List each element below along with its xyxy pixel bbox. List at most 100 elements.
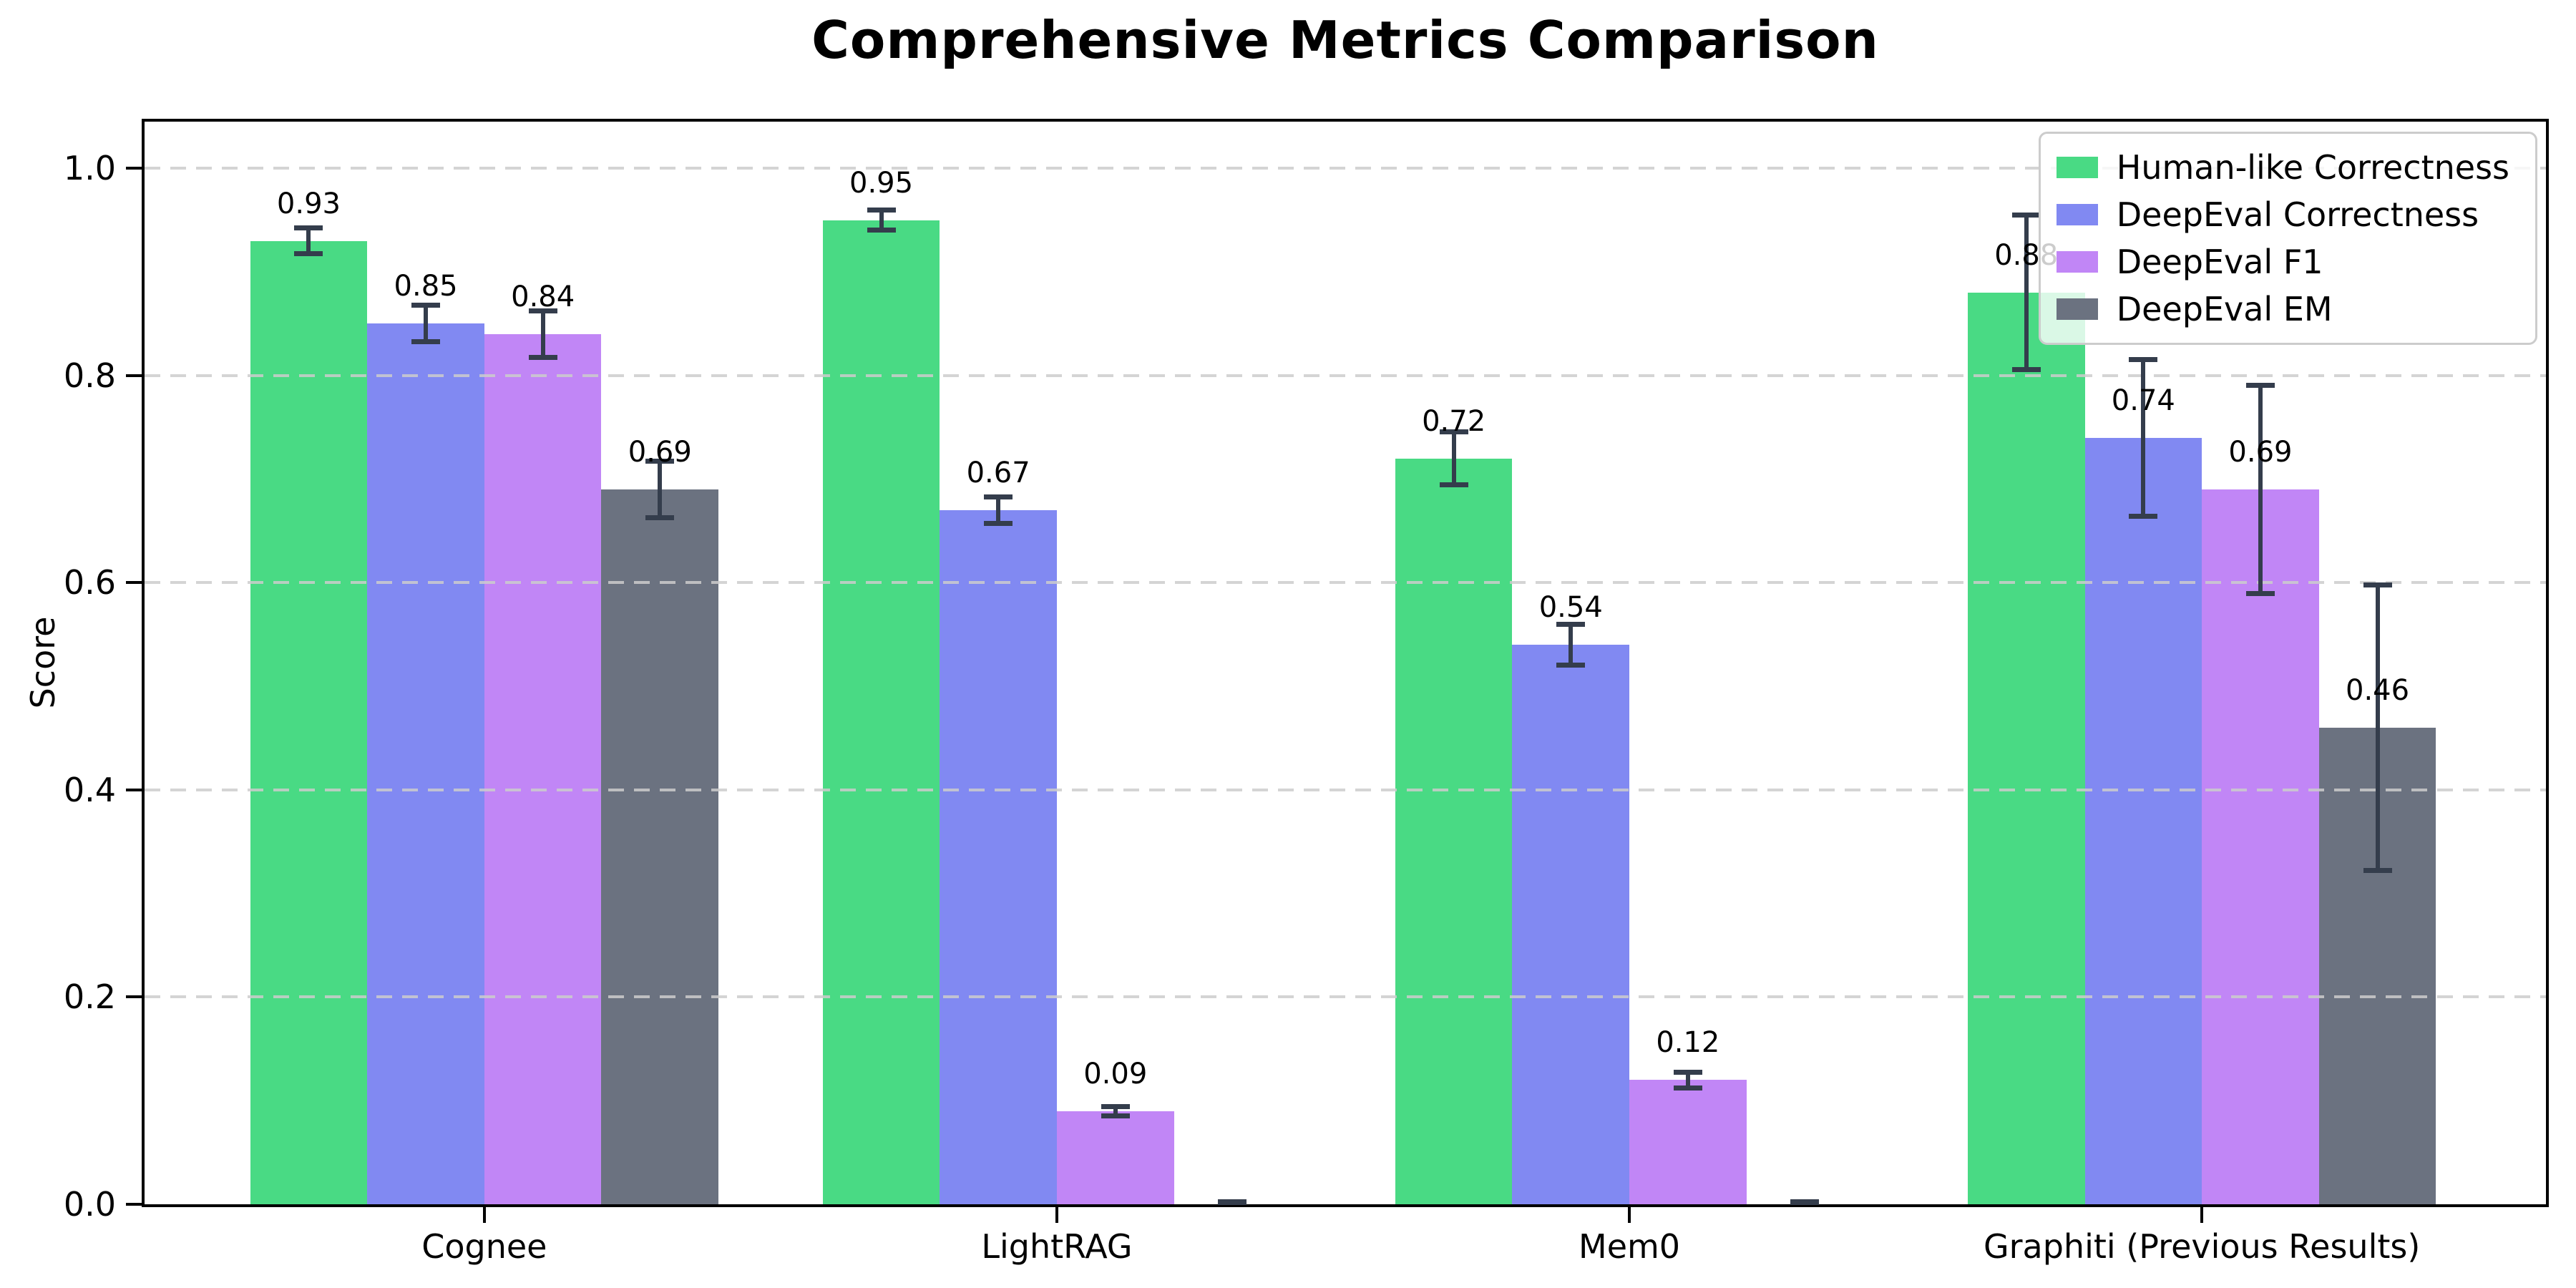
x-tick-mark — [2200, 1207, 2204, 1223]
bar-value-label: 0.85 — [394, 270, 458, 303]
error-bar-line — [540, 308, 545, 361]
error-bar-cap-top — [294, 225, 323, 230]
error-bar — [294, 225, 323, 257]
legend-swatch-icon — [2056, 251, 2098, 273]
error-bar-cap-top — [2245, 382, 2275, 388]
error-bar-cap-bottom — [1673, 1085, 1702, 1091]
y-tick-mark — [126, 995, 142, 999]
bar-value-label: 0.72 — [1422, 404, 1486, 438]
bar-value-label: 0.09 — [1083, 1057, 1148, 1091]
error-bar-line — [658, 458, 663, 521]
error-bar-cap-top — [411, 303, 441, 308]
error-bar-cap-top — [645, 458, 675, 464]
y-tick-label: 0.8 — [63, 356, 116, 395]
bar-human-like-correctness-3 — [1395, 458, 1513, 1204]
error-bar — [411, 303, 441, 345]
error-bar — [1556, 622, 1586, 668]
bar-value-label: 0.95 — [849, 166, 914, 200]
y-tick-label: 1.0 — [63, 149, 116, 188]
error-bar-line — [879, 208, 884, 233]
legend-item-label: Human-like Correctness — [2116, 148, 2509, 187]
bar-deepeval-em-1 — [601, 489, 719, 1204]
bar-value-label: 0.93 — [276, 187, 341, 220]
bar-deepeval-f1-1 — [484, 333, 602, 1204]
y-tick-label: 0.6 — [63, 563, 116, 602]
error-bar — [2363, 582, 2392, 873]
y-tick-mark — [126, 788, 142, 791]
error-bar-cap-bottom — [294, 251, 323, 257]
error-bar-line — [996, 494, 1001, 526]
error-bar-cap-bottom — [984, 520, 1013, 526]
error-bar-cap-top — [1673, 1069, 1702, 1075]
error-bar — [1673, 1069, 1702, 1091]
error-bar-cap-top — [528, 308, 557, 313]
error-bar-cap-top — [1556, 622, 1586, 628]
bar-deepeval-correctness-1 — [367, 323, 484, 1204]
error-bar — [984, 494, 1013, 526]
error-bar — [1439, 429, 1468, 488]
error-bar-cap-bottom — [528, 355, 557, 361]
bar-human-like-correctness-1 — [250, 240, 368, 1204]
chart-title: Comprehensive Metrics Comparison — [811, 10, 1879, 70]
error-bar-cap-bottom — [411, 339, 441, 345]
bar-deepeval-correctness-4 — [2084, 437, 2202, 1204]
error-bar-cap-bottom — [645, 515, 675, 521]
error-bar-cap-bottom — [1790, 1199, 1820, 1204]
error-bar-line — [424, 303, 429, 345]
y-tick-mark — [126, 581, 142, 585]
error-bar-line — [2024, 213, 2029, 373]
error-bar-line — [2141, 356, 2146, 519]
error-bar-cap-top — [2011, 213, 2041, 218]
x-tick-mark — [482, 1207, 486, 1223]
legend: Human-like Correctness DeepEval Correctne… — [2038, 132, 2537, 345]
error-bar-line — [1451, 429, 1456, 488]
error-bar — [1101, 1103, 1130, 1118]
legend-item-label: DeepEval Correctness — [2116, 195, 2479, 234]
error-bar-cap-top — [867, 208, 896, 213]
plot-area: 0.0 0.2 0.4 0.6 0.8 1.0 Cognee LightRAG Mem0 Grap… — [64, 119, 2549, 1263]
y-axis-title: Score — [24, 616, 62, 709]
x-tick-mark — [1055, 1207, 1058, 1223]
error-bar — [1790, 1199, 1820, 1206]
error-bar-line — [306, 225, 311, 257]
error-bar-line — [1685, 1069, 1690, 1091]
error-bar-line — [1568, 622, 1574, 668]
bar-value-label: 0.67 — [966, 457, 1030, 490]
legend-item: DeepEval Correctness — [2056, 191, 2509, 238]
error-bar-cap-bottom — [1439, 482, 1468, 488]
bar-value-label: 0.54 — [1538, 591, 1603, 625]
legend-item-label: DeepEval F1 — [2116, 243, 2323, 281]
y-tick-label: 0.2 — [63, 977, 116, 1017]
legend-item: DeepEval EM — [2056, 286, 2509, 333]
error-bar — [867, 208, 896, 233]
bar-value-label: 0.46 — [2346, 674, 2410, 708]
error-bar — [1218, 1199, 1247, 1206]
bar-deepeval-f1-4 — [2202, 489, 2319, 1204]
x-tick-label-1: Cognee — [421, 1227, 547, 1266]
error-bar — [2129, 356, 2158, 519]
bar-deepeval-f1-2 — [1056, 1111, 1174, 1204]
error-bar-cap-bottom — [867, 227, 896, 233]
error-bar-cap-bottom — [2363, 867, 2392, 873]
y-tick-mark — [126, 167, 142, 170]
legend-swatch-icon — [2056, 298, 2098, 320]
bar-value-label: 0.84 — [511, 280, 575, 313]
error-bar — [2245, 382, 2275, 597]
y-tick-mark — [126, 374, 142, 377]
error-bar-cap-bottom — [1218, 1199, 1247, 1204]
bar-value-label: 0.69 — [628, 436, 692, 469]
legend-item: Human-like Correctness — [2056, 144, 2509, 191]
error-bar — [645, 458, 675, 521]
bar-human-like-correctness-2 — [822, 220, 940, 1204]
bar-deepeval-correctness-2 — [940, 509, 1057, 1204]
legend-item: DeepEval F1 — [2056, 238, 2509, 286]
x-tick-mark — [1628, 1207, 1631, 1223]
error-bar-line — [2375, 582, 2380, 873]
error-bar-cap-top — [1439, 429, 1468, 435]
error-bar-cap-bottom — [2129, 513, 2158, 519]
error-bar — [528, 308, 557, 361]
error-bar-cap-bottom — [1556, 663, 1586, 668]
error-bar-cap-bottom — [2245, 591, 2275, 597]
error-bar-cap-top — [1101, 1103, 1130, 1109]
